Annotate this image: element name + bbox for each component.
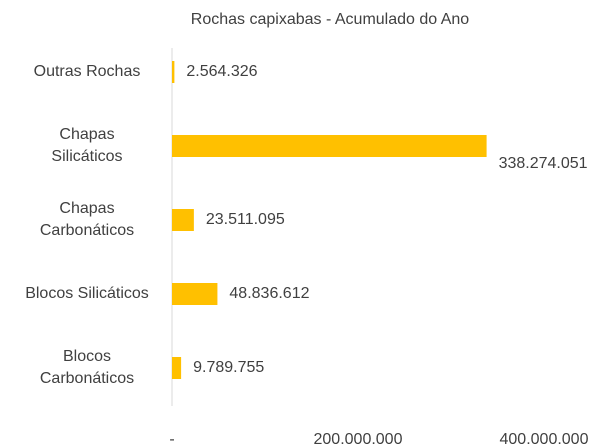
bar (172, 283, 218, 305)
bar (172, 357, 182, 379)
x-tick-label: - (169, 431, 174, 448)
bar (172, 135, 487, 157)
value-label: 23.511.095 (206, 211, 285, 228)
x-tick-label: 400.000.000 (500, 431, 589, 448)
y-tick-label: Outras Rochas (34, 63, 141, 80)
y-tick-label: Chapas Silicáticos (51, 126, 122, 165)
value-label: 2.564.326 (186, 63, 257, 80)
value-label: 338.274.051 (499, 155, 588, 172)
y-tick-label: Blocos Carbonáticos (40, 348, 134, 387)
bar (172, 209, 194, 231)
value-label: 48.836.612 (229, 285, 309, 302)
value-label: 9.789.755 (193, 359, 264, 376)
y-tick-label: Chapas Carbonáticos (40, 200, 134, 239)
chart-title: Rochas capixabas - Acumulado do Ano (191, 11, 470, 28)
bar (172, 61, 175, 83)
x-tick-label: 200.000.000 (314, 431, 403, 448)
y-tick-label: Blocos Silicáticos (25, 285, 149, 302)
